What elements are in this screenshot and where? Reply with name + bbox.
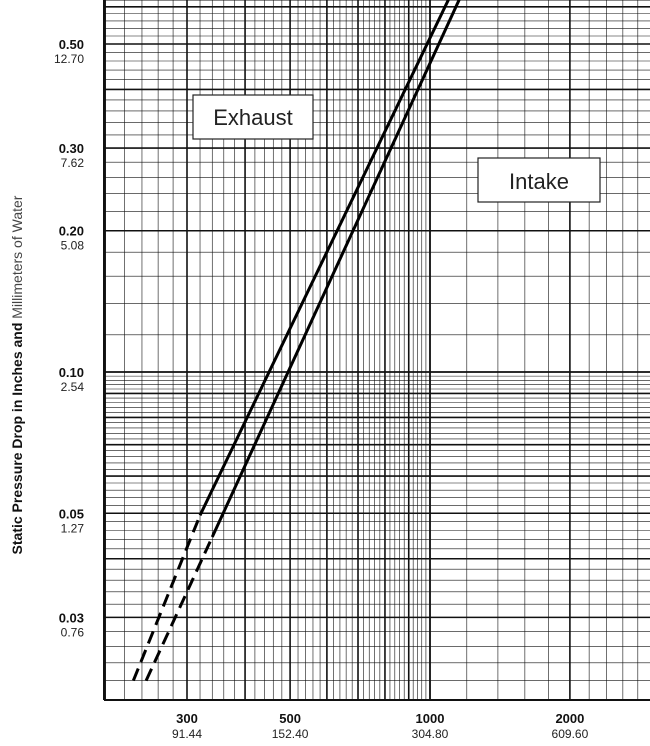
y-tick-label: 0.50 — [59, 37, 84, 52]
y-tick-sublabel: 5.08 — [61, 239, 85, 253]
x-tick-label: 2000 — [555, 711, 584, 726]
x-tick-label: 300 — [176, 711, 198, 726]
y-tick-sublabel: 2.54 — [61, 380, 85, 394]
y-tick-label: 0.03 — [59, 610, 84, 625]
legend-box-exhaust — [192, 94, 314, 140]
grid-minor — [104, 0, 650, 700]
y-tick-sublabel: 7.62 — [61, 156, 85, 170]
series-layer — [131, 0, 461, 682]
y-tick-label: 0.30 — [59, 141, 84, 156]
legend-box-intake — [477, 157, 601, 203]
series-intake-line — [210, 0, 461, 538]
series-exhaust-dashed — [131, 514, 202, 682]
y-tick-label: 0.10 — [59, 365, 84, 380]
y-tick-label: 0.05 — [59, 506, 84, 521]
y-tick-sublabel: 1.27 — [61, 521, 85, 535]
y-tick-sublabel: 12.70 — [54, 52, 84, 66]
y-tick-sublabel: 0.76 — [61, 625, 85, 639]
y-tick-label: 0.20 — [59, 224, 84, 239]
x-tick-label: 1000 — [416, 711, 445, 726]
y-axis-label-bold: Static Pressure Drop in Inches and — [9, 319, 25, 555]
series-exhaust-line — [198, 0, 450, 516]
x-tick-sublabel: 152.40 — [272, 727, 309, 741]
x-tick-label: 500 — [279, 711, 301, 726]
x-tick-sublabel: 304.80 — [412, 727, 449, 741]
legend-label-exhaust: Exhaust — [213, 105, 293, 130]
y-axis-label-light: Millimeters of Water — [9, 195, 25, 319]
x-tick-sublabel: 91.44 — [172, 727, 202, 741]
grid-major — [103, 0, 650, 701]
legend-label-intake: Intake — [509, 169, 569, 194]
x-tick-sublabel: 609.60 — [552, 727, 589, 741]
series-intake-dashed — [144, 536, 214, 682]
y-axis-label: Static Pressure Drop in Inches and Milli… — [9, 195, 25, 554]
